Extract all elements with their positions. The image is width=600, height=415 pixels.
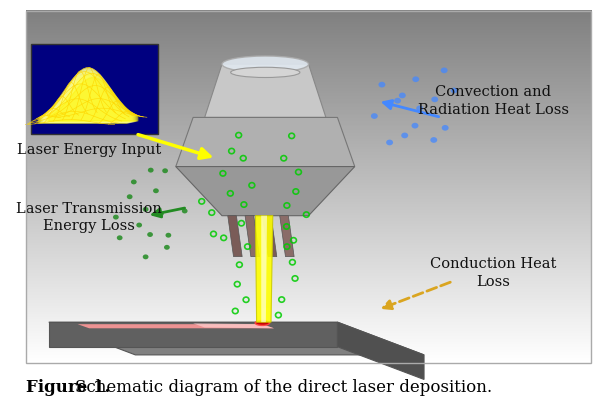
Ellipse shape: [127, 194, 133, 199]
Polygon shape: [176, 166, 355, 216]
Polygon shape: [337, 322, 424, 379]
Ellipse shape: [113, 215, 119, 220]
Polygon shape: [205, 64, 326, 117]
Polygon shape: [49, 322, 424, 355]
Ellipse shape: [166, 233, 171, 238]
Polygon shape: [261, 216, 267, 322]
Ellipse shape: [451, 88, 458, 93]
Polygon shape: [77, 324, 274, 328]
Ellipse shape: [431, 97, 438, 102]
Ellipse shape: [412, 123, 418, 129]
Ellipse shape: [255, 320, 269, 325]
Text: Laser Transmission
Energy Loss: Laser Transmission Energy Loss: [16, 202, 162, 233]
Ellipse shape: [164, 245, 170, 250]
Ellipse shape: [401, 132, 408, 138]
Ellipse shape: [158, 211, 164, 216]
Ellipse shape: [162, 168, 168, 173]
Ellipse shape: [230, 67, 300, 78]
Ellipse shape: [379, 82, 385, 88]
Ellipse shape: [182, 208, 188, 213]
Ellipse shape: [147, 232, 153, 237]
Ellipse shape: [222, 56, 308, 72]
Ellipse shape: [412, 76, 419, 82]
Polygon shape: [262, 216, 277, 256]
Text: Convection and
Radiation Heat Loss: Convection and Radiation Heat Loss: [418, 85, 569, 117]
Text: Conduction Heat
Loss: Conduction Heat Loss: [430, 257, 556, 289]
Ellipse shape: [117, 235, 122, 240]
Ellipse shape: [442, 125, 449, 131]
Ellipse shape: [430, 137, 437, 143]
Ellipse shape: [148, 168, 154, 173]
Ellipse shape: [143, 254, 149, 259]
Ellipse shape: [143, 207, 149, 212]
Ellipse shape: [386, 139, 393, 145]
Ellipse shape: [416, 105, 423, 111]
Polygon shape: [245, 216, 259, 256]
Text: Schematic diagram of the direct laser deposition.: Schematic diagram of the direct laser de…: [75, 379, 492, 396]
Ellipse shape: [440, 68, 448, 73]
Polygon shape: [280, 216, 294, 256]
Polygon shape: [256, 216, 273, 322]
Ellipse shape: [371, 113, 378, 119]
Text: Figure 1.: Figure 1.: [26, 379, 110, 396]
Ellipse shape: [399, 93, 406, 98]
Text: Laser Energy Input: Laser Energy Input: [17, 143, 161, 157]
Ellipse shape: [394, 98, 401, 103]
Ellipse shape: [153, 188, 159, 193]
Polygon shape: [49, 322, 337, 347]
Ellipse shape: [131, 179, 137, 184]
Polygon shape: [176, 117, 355, 166]
Polygon shape: [193, 323, 274, 328]
Polygon shape: [228, 216, 242, 256]
FancyBboxPatch shape: [31, 44, 158, 134]
Ellipse shape: [136, 222, 142, 227]
